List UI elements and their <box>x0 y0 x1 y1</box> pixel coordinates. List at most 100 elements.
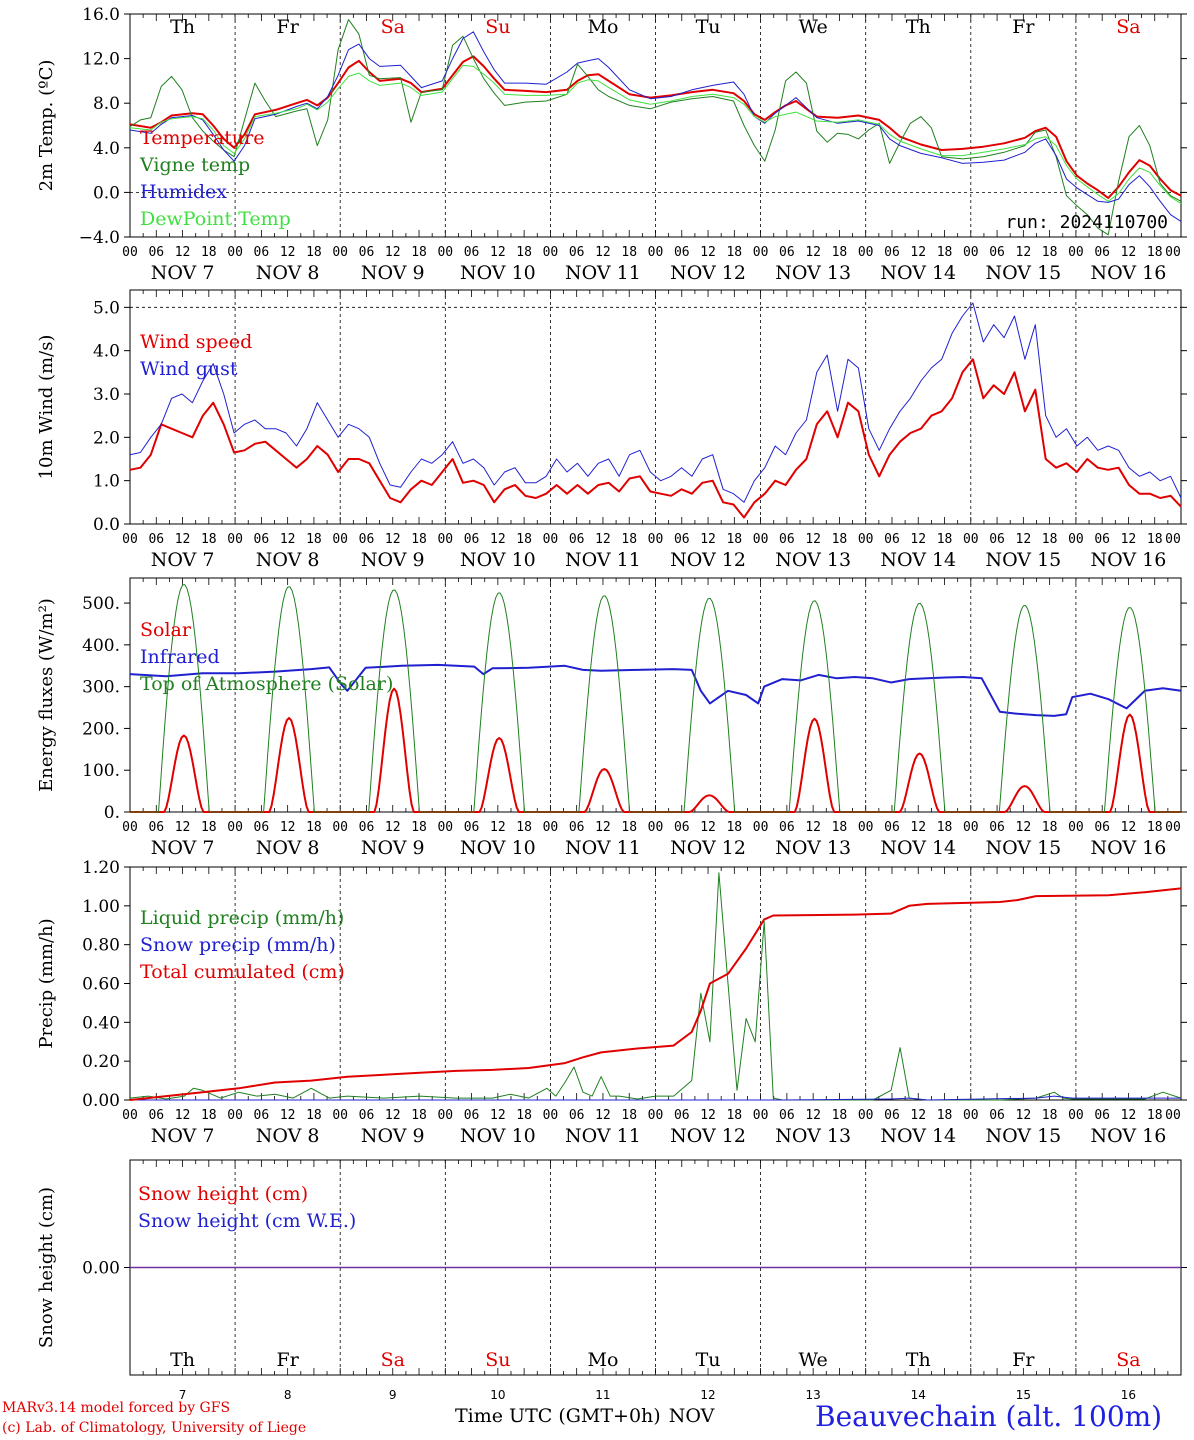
hour-tick-label: 00 <box>543 532 559 547</box>
hour-tick-label: 12 <box>805 532 821 547</box>
panel-frame <box>129 13 1182 238</box>
hour-tick-label: 12 <box>175 532 191 547</box>
y-tick-label: 0.0 <box>93 515 120 535</box>
hour-tick-label: 06 <box>148 1108 164 1123</box>
y-tick-label: 400. <box>82 636 120 656</box>
credit-lab: (c) Lab. of Climatology, University of L… <box>2 1420 307 1436</box>
legend-entry: Liquid precip (mm/h) <box>140 907 344 929</box>
hour-tick-label: 00 <box>1068 820 1084 835</box>
date-label: NOV 9 <box>361 837 425 859</box>
hour-tick-label: 18 <box>937 1108 953 1123</box>
hour-tick-label: 06 <box>989 532 1005 547</box>
hour-tick-label: 06 <box>359 820 375 835</box>
hour-tick-label: 06 <box>674 1108 690 1123</box>
hour-tick-label: 00 <box>753 820 769 835</box>
hour-tick-label: 18 <box>621 532 637 547</box>
series-line <box>129 31 1182 222</box>
y-tick-label: 0.40 <box>82 1013 120 1033</box>
hour-tick-label: 06 <box>254 1108 270 1123</box>
hour-tick-label: 06 <box>779 532 795 547</box>
hour-tick-label: 18 <box>621 245 637 260</box>
hour-tick-label: 12 <box>280 245 296 260</box>
series-line-solar <box>130 687 1181 813</box>
hour-tick-label: 00 <box>543 820 559 835</box>
weekday-label: We <box>799 16 828 38</box>
legend-entry: Vigne temp <box>139 154 250 176</box>
weekday-label: Th <box>906 1349 931 1371</box>
series-line <box>129 55 1182 199</box>
hour-tick-label: 00 <box>227 1108 243 1123</box>
hour-tick-label: 00 <box>437 532 453 547</box>
hour-tick-label: 12 <box>490 532 506 547</box>
hour-tick-label: 00 <box>1165 820 1181 835</box>
hour-tick-label: 06 <box>779 820 795 835</box>
hour-tick-label: 18 <box>937 820 953 835</box>
date-label: NOV 14 <box>880 262 956 284</box>
hour-tick-label: 12 <box>700 532 716 547</box>
hour-tick-label: 12 <box>910 245 926 260</box>
hour-tick-label: 12 <box>1121 1108 1137 1123</box>
weekday-label: Sa <box>1116 1349 1140 1371</box>
y-tick-label: −4.0 <box>79 228 120 248</box>
hour-tick-label: 12 <box>490 1108 506 1123</box>
panel-1: 16.0 12.0 8.0 4.0 0.0 −4.0 2m Temp. (ºC) 00 06 12… <box>36 5 1187 284</box>
date-label: NOV 7 <box>151 1125 215 1147</box>
hour-tick-label: 00 <box>753 532 769 547</box>
hour-tick-label: 12 <box>910 1108 926 1123</box>
hour-tick-label: 00 <box>437 245 453 260</box>
date-label: NOV 12 <box>670 837 746 859</box>
y-tick-label: 1.00 <box>82 897 120 917</box>
hour-tick-label: 18 <box>937 245 953 260</box>
hour-tick-label: 18 <box>306 1108 322 1123</box>
y-tick-label: 200. <box>82 719 120 739</box>
y-tick-label: 100. <box>82 761 120 781</box>
hour-tick-label: 18 <box>516 1108 532 1123</box>
day-number-label: 8 <box>284 1388 292 1402</box>
hour-tick-label: 18 <box>201 1108 217 1123</box>
hour-tick-label: 06 <box>884 245 900 260</box>
hour-tick-label: 06 <box>569 245 585 260</box>
hour-tick-label: 12 <box>385 820 401 835</box>
day-number-label: 13 <box>806 1388 821 1402</box>
date-label: NOV 7 <box>151 837 215 859</box>
hour-tick-label: 18 <box>1147 1108 1163 1123</box>
date-label: NOV 9 <box>361 262 425 284</box>
hour-tick-label: 00 <box>332 532 348 547</box>
legend-entry: Wind gust <box>140 358 238 380</box>
hour-tick-label: 12 <box>490 820 506 835</box>
hour-tick-label: 06 <box>148 532 164 547</box>
hour-tick-label: 18 <box>516 245 532 260</box>
legend-entry: Wind speed <box>140 331 252 353</box>
hour-tick-label: 00 <box>122 820 138 835</box>
legend-entry: Total cumulated (cm) <box>140 961 345 983</box>
hour-tick-label: 06 <box>254 245 270 260</box>
hour-tick-label: 18 <box>832 820 848 835</box>
date-label: NOV 15 <box>985 549 1061 571</box>
hour-tick-label: 06 <box>884 532 900 547</box>
hour-tick-label: 18 <box>832 1108 848 1123</box>
x-axis-title: Time UTC (GMT+0h) NOV <box>455 1405 715 1427</box>
series-line <box>129 19 1182 236</box>
hour-tick-label: 06 <box>884 820 900 835</box>
hour-tick-label: 00 <box>963 1108 979 1123</box>
hour-tick-label: 06 <box>464 245 480 260</box>
y-axis-label: Snow height (cm) <box>36 1187 57 1348</box>
date-label: NOV 10 <box>460 262 536 284</box>
series-line <box>129 302 1182 503</box>
hour-tick-label: 06 <box>884 1108 900 1123</box>
hour-tick-label: 12 <box>280 820 296 835</box>
hour-tick-label: 00 <box>122 532 138 547</box>
hour-tick-label: 00 <box>963 820 979 835</box>
hour-tick-label: 12 <box>1121 532 1137 547</box>
hour-tick-label: 06 <box>674 245 690 260</box>
hour-tick-label: 00 <box>332 245 348 260</box>
y-tick-label: 5.0 <box>93 298 120 318</box>
y-tick-label: 300. <box>82 678 120 698</box>
date-label: NOV 9 <box>361 1125 425 1147</box>
date-label: NOV 8 <box>256 262 320 284</box>
hour-tick-label: 18 <box>306 820 322 835</box>
hour-tick-label: 12 <box>175 820 191 835</box>
hour-tick-label: 00 <box>858 1108 874 1123</box>
weekday-label: Th <box>170 16 195 38</box>
weekday-label: Su <box>485 16 510 38</box>
